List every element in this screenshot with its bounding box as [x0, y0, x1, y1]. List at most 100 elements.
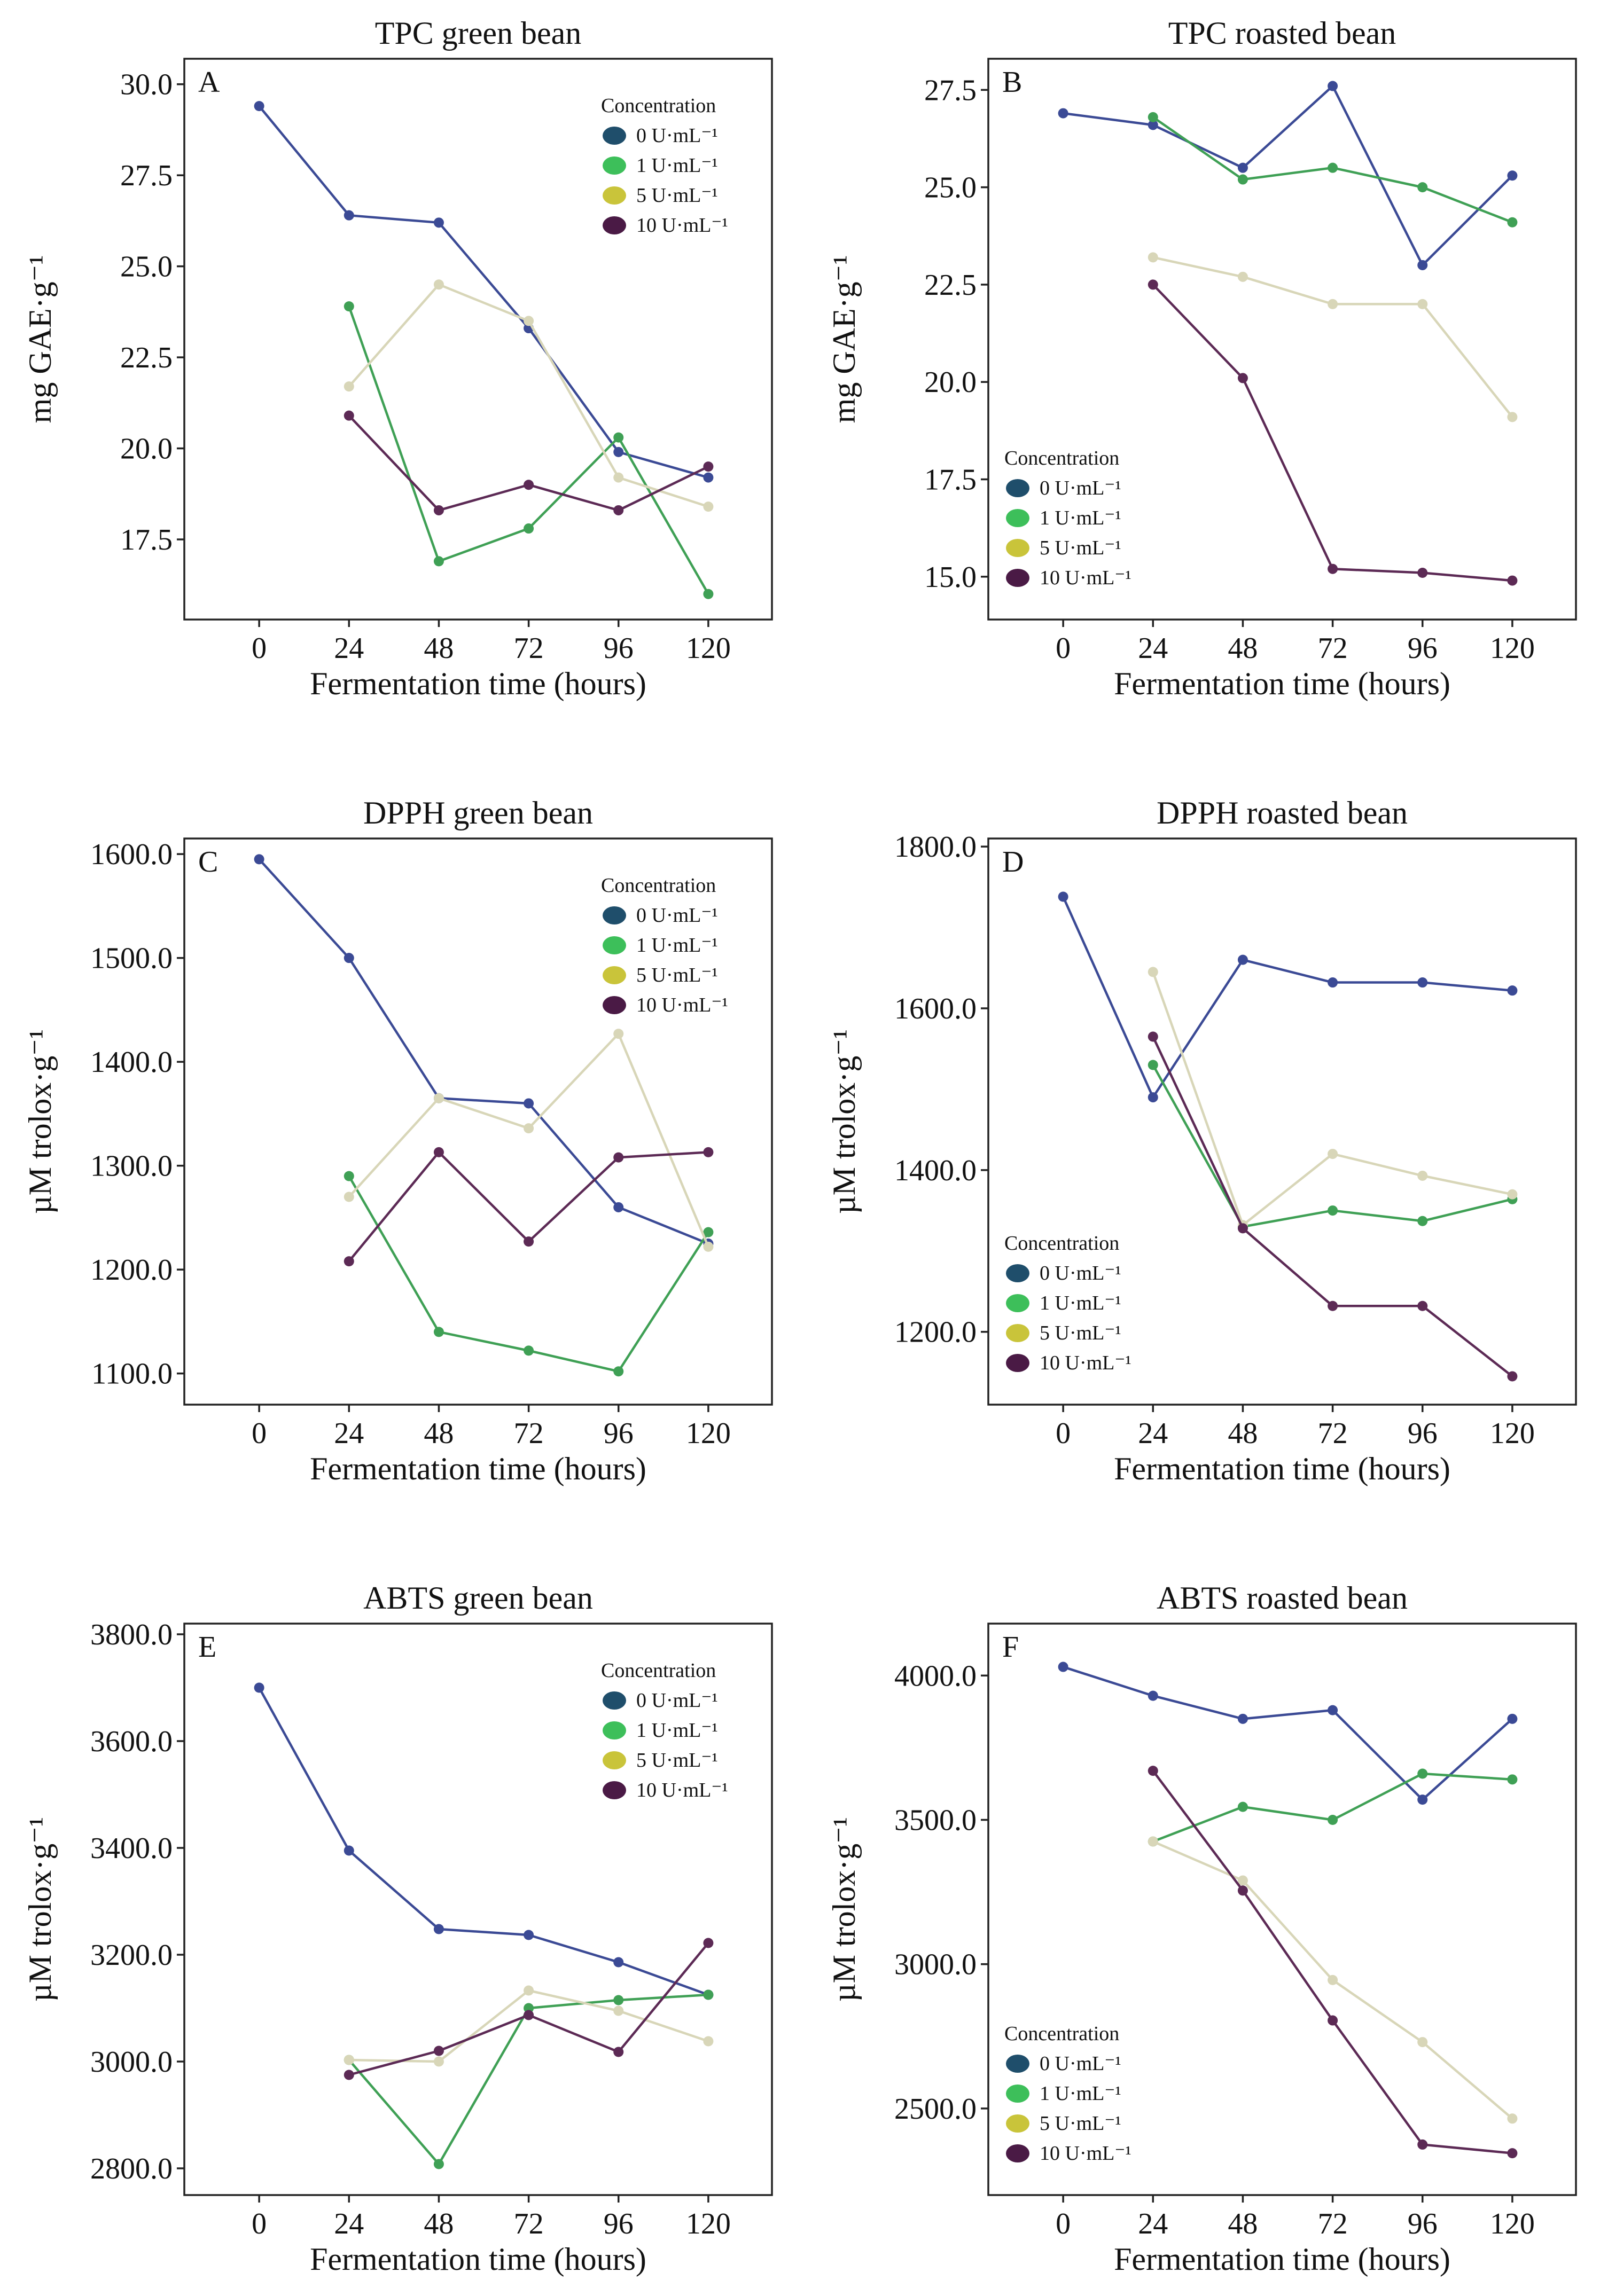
x-axis-label: Fermentation time (hours) [1114, 666, 1450, 701]
data-point [1058, 108, 1068, 119]
data-point [344, 1171, 354, 1181]
x-tick-label: 48 [424, 1417, 454, 1450]
x-tick-label: 120 [686, 1417, 731, 1450]
y-tick-label: 3200.0 [90, 1939, 173, 1972]
data-point [1328, 1814, 1338, 1825]
legend-title: Concentration [601, 874, 716, 897]
data-point [1328, 2015, 1338, 2026]
legend-swatch [603, 996, 626, 1014]
panel-c: DPPH green bean C 0 24 48 72 96 120 1100.0 1200.0… [22, 795, 773, 1486]
data-point [344, 1845, 354, 1856]
series-line [1152, 1064, 1513, 1228]
data-point [344, 953, 354, 963]
data-point [1507, 1189, 1518, 1200]
y-tick-label: 1400.0 [894, 1154, 977, 1187]
x-tick-label: 120 [686, 2207, 731, 2240]
panel-a: TPC green bean A 0 24 48 72 96 120 17.5 20.0 22.5 2… [22, 15, 773, 701]
x-tick-label: 48 [1228, 632, 1258, 665]
y-tick-label: 1600.0 [90, 838, 173, 871]
data-point [433, 1327, 444, 1337]
data-point [524, 2010, 534, 2020]
data-point [1417, 1216, 1428, 1226]
data-point [433, 2159, 444, 2169]
data-point [613, 505, 624, 515]
y-axis-label: µM trolox·g⁻¹ [22, 1817, 58, 2002]
data-point [433, 1147, 444, 1157]
x-tick-label: 48 [1228, 1417, 1258, 1450]
data-point [1417, 568, 1428, 578]
y-tick-label: 22.5 [924, 269, 977, 302]
y-tick-label: 3000.0 [90, 2046, 173, 2079]
series-line [1152, 1770, 1513, 2154]
panel-title: TPC green bean [375, 15, 582, 51]
data-point [1507, 2148, 1518, 2159]
y-tick-label: 25.0 [924, 171, 977, 205]
panel-title: TPC roasted bean [1168, 15, 1396, 51]
data-point [524, 316, 534, 326]
y-tick-label: 27.5 [120, 159, 173, 192]
x-tick-label: 0 [1056, 2207, 1071, 2240]
x-tick-label: 24 [1138, 632, 1168, 665]
data-point [524, 2003, 534, 2013]
x-tick-label: 72 [514, 1417, 544, 1450]
legend-label: 5 U·mL⁻¹ [636, 184, 718, 207]
y-tick-label: 1400.0 [90, 1046, 173, 1079]
panel-title: DPPH green bean [363, 795, 593, 830]
plot-frame [987, 837, 1577, 1406]
legend: Concentration 0 U·mL⁻¹ 1 U·mL⁻¹ 5 U·mL⁻¹ 10 … [601, 95, 728, 237]
series-3 [344, 1147, 714, 1267]
data-point [613, 1995, 624, 2005]
data-point [703, 589, 714, 599]
series-3 [1148, 1031, 1518, 1382]
x-tick-label: 72 [1318, 1417, 1348, 1450]
data-point [1148, 1836, 1158, 1847]
x-tick-label: 0 [1056, 632, 1071, 665]
plot-frame [987, 1623, 1577, 2196]
legend: Concentration 0 U·mL⁻¹ 1 U·mL⁻¹ 5 U·mL⁻¹ 10 … [1004, 1232, 1131, 1374]
legend-swatch [603, 1691, 626, 1710]
legend-swatch [603, 936, 626, 954]
series-1 [344, 301, 714, 599]
x-tick-label: 0 [252, 1417, 267, 1450]
y-tick-label: 20.0 [924, 366, 977, 399]
data-point [1328, 1300, 1338, 1311]
x-tick-label: 48 [1228, 2207, 1258, 2240]
data-point [1507, 1774, 1518, 1785]
data-point [1417, 299, 1428, 309]
data-point [524, 1345, 534, 1356]
panel-title: ABTS green bean [363, 1580, 593, 1616]
series-line [258, 858, 709, 1245]
legend-title: Concentration [601, 95, 716, 117]
series-1 [344, 1171, 714, 1377]
panel-d: DPPH roasted bean D 0 24 48 72 96 120 1200.0 1400… [826, 795, 1577, 1486]
data-point [1058, 891, 1068, 902]
x-axis-label: Fermentation time (hours) [1114, 1451, 1450, 1486]
data-point [1507, 170, 1518, 181]
legend-label: 10 U·mL⁻¹ [636, 1779, 728, 1801]
legend-swatch [603, 1721, 626, 1739]
x-tick-label: 72 [1318, 2207, 1348, 2240]
data-point [433, 1093, 444, 1103]
data-point [254, 101, 264, 112]
data-point [613, 1366, 624, 1377]
data-point [344, 2070, 354, 2080]
data-point [613, 1029, 624, 1039]
data-point [613, 1152, 624, 1163]
data-point [433, 279, 444, 290]
data-point [1507, 1713, 1518, 1724]
x-tick-label: 24 [334, 2207, 364, 2240]
legend-swatch [1006, 1264, 1029, 1282]
legend-title: Concentration [601, 1659, 716, 1682]
series-line [349, 1989, 709, 2063]
data-point [613, 1957, 624, 1968]
x-tick-label: 96 [1408, 632, 1438, 665]
x-tick-label: 120 [1490, 2207, 1535, 2240]
legend-swatch [603, 127, 626, 145]
y-tick-label: 1100.0 [91, 1358, 173, 1391]
data-point [1507, 575, 1518, 586]
x-tick-label: 24 [1138, 1417, 1168, 1450]
y-tick-label: 1200.0 [894, 1316, 977, 1349]
y-tick-label: 27.5 [924, 74, 977, 107]
series-2 [344, 1029, 714, 1252]
data-point [1237, 162, 1248, 173]
